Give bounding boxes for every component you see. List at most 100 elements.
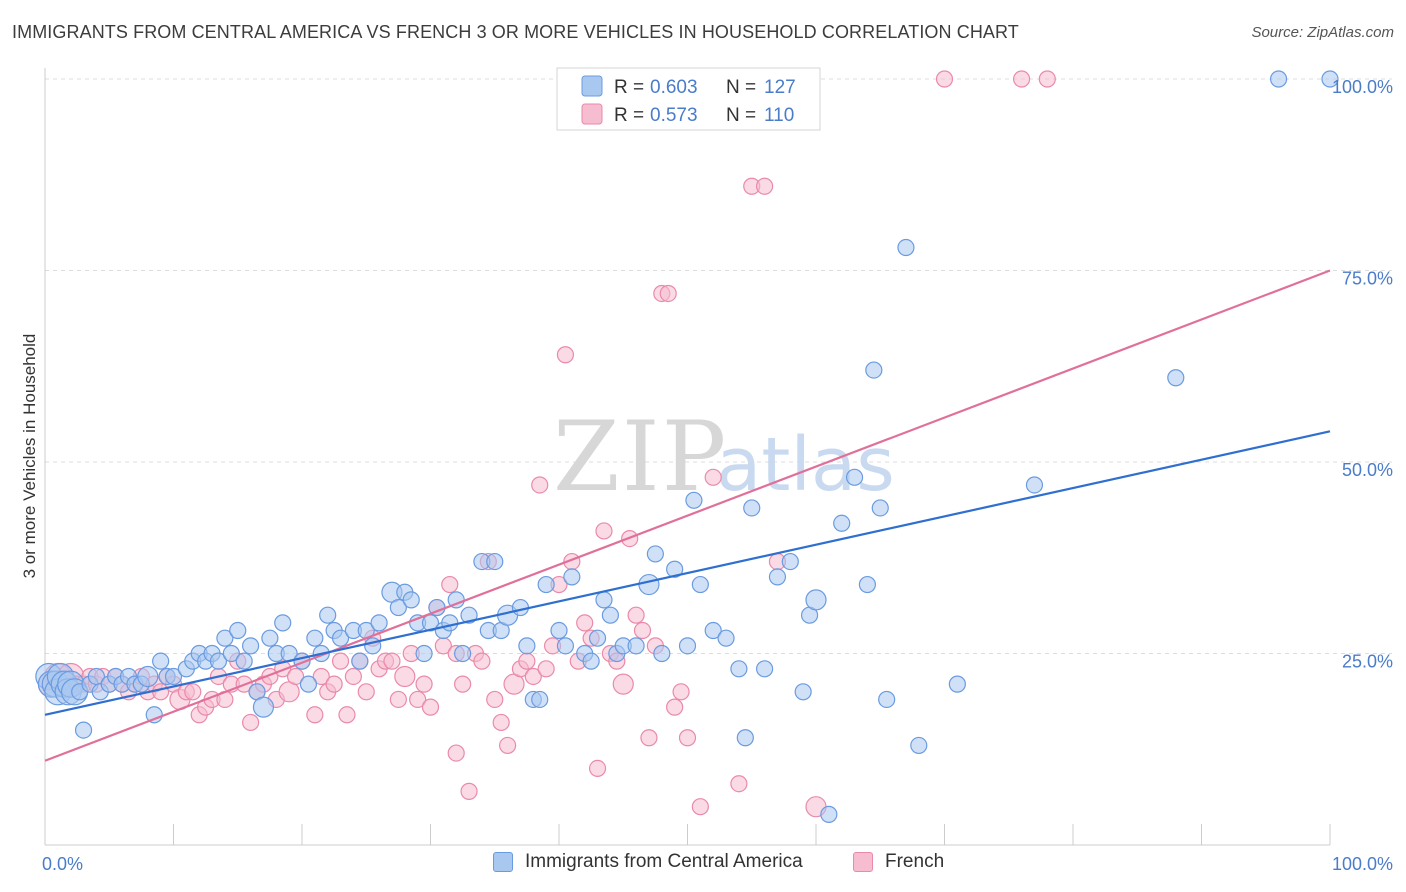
french-point (394, 665, 416, 688)
central-america-point (74, 721, 93, 739)
french-point (383, 652, 401, 670)
french-point (460, 782, 478, 800)
central-america-point (582, 652, 600, 670)
legend-r-label: R = (614, 105, 644, 126)
french-point (447, 744, 465, 762)
french-point (492, 713, 510, 732)
central-america-point (588, 629, 607, 647)
central-america-point (666, 560, 684, 578)
y-tick-labels: 25.0% 50.0% 75.0% 100.0% (1332, 77, 1393, 672)
x-tick-label: 0.0% (42, 854, 83, 874)
french-point (588, 759, 607, 778)
central-america-point (550, 621, 568, 640)
trendlines (44, 269, 1331, 762)
central-america-point (794, 683, 812, 701)
french-point (524, 667, 542, 686)
french-point (274, 660, 292, 678)
central-america-point (402, 591, 420, 609)
central-america-point (743, 499, 761, 517)
central-america-point (1167, 369, 1185, 387)
french-point (357, 683, 375, 701)
french-point (421, 698, 440, 716)
y-tick-label: 25.0% (1342, 652, 1393, 672)
legend-label-french: French (885, 851, 945, 872)
legend-n-value: 110 (764, 105, 794, 126)
central-america-point (531, 690, 549, 709)
central-america-point (389, 598, 407, 617)
central-america-point (768, 568, 787, 586)
central-america-point (331, 629, 350, 647)
french-point (576, 614, 594, 632)
central-america-point (274, 614, 292, 632)
french-point (325, 675, 343, 693)
central-america-point (897, 238, 915, 257)
y-axis-label: 3 or more Vehicles in Household (20, 334, 39, 579)
central-america-point (871, 499, 889, 517)
central-america-point (595, 591, 613, 609)
legend-item-french[interactable]: French (853, 851, 944, 873)
central-america-point (209, 652, 228, 670)
central-america-point (878, 690, 896, 709)
central-america-point (601, 606, 620, 624)
trendline-central-america (44, 430, 1331, 716)
central-america-point (222, 644, 240, 663)
central-america-point (556, 637, 575, 655)
central-america-point (755, 660, 774, 678)
central-america-point (805, 589, 827, 611)
central-america-point (137, 665, 159, 688)
central-america-point (833, 514, 851, 532)
central-america-point (164, 667, 183, 686)
central-america-point (1321, 70, 1339, 88)
central-america-point (858, 575, 877, 594)
french-point (389, 690, 407, 709)
y-tick-label: 50.0% (1342, 460, 1393, 480)
french-point (595, 522, 613, 540)
legend-r-label: R = (614, 77, 644, 98)
french-point (441, 575, 459, 594)
central-america-point (511, 598, 530, 617)
x-tick-label: 100.0% (1332, 854, 1393, 874)
legend-swatch-blue (493, 852, 513, 872)
x-tick-labels: 0.0% 100.0% (42, 854, 1393, 874)
french-points (37, 70, 1056, 818)
central-america-point (486, 552, 504, 571)
french-point (612, 673, 634, 695)
french-point (666, 698, 684, 716)
central-america-point (691, 575, 709, 594)
french-point (691, 798, 709, 816)
central-america-point (537, 575, 555, 594)
french-point (518, 652, 536, 670)
central-america-point (563, 568, 581, 586)
french-point (730, 775, 748, 793)
central-america-point (685, 491, 703, 509)
french-point (556, 346, 575, 364)
central-america-point (370, 614, 388, 632)
french-point (1038, 70, 1056, 88)
central-america-point (319, 606, 337, 624)
central-america-point (653, 644, 671, 663)
central-america-point (441, 614, 459, 632)
french-point (537, 660, 555, 678)
source-label: Source: ZipAtlas.com (1251, 24, 1394, 41)
central-america-points (35, 70, 1339, 823)
french-point (633, 621, 652, 640)
central-america-point (454, 644, 472, 663)
central-america-point (518, 637, 536, 655)
legend-r-value: 0.603 (650, 77, 698, 98)
central-america-point (152, 652, 170, 670)
legend-r-value: 0.573 (650, 105, 698, 126)
central-america-point (1269, 70, 1288, 88)
legend-item-central-america[interactable]: Immigrants from Central America (493, 851, 803, 873)
central-america-point (145, 706, 163, 724)
french-point (286, 667, 305, 686)
central-america-point (638, 573, 660, 596)
french-point (184, 683, 202, 701)
french-point (755, 177, 774, 195)
trendline-french (44, 269, 1331, 762)
central-america-point (678, 637, 697, 655)
central-america-point (415, 644, 433, 663)
french-point (344, 667, 362, 686)
french-point (499, 736, 517, 755)
central-america-point (261, 629, 279, 647)
